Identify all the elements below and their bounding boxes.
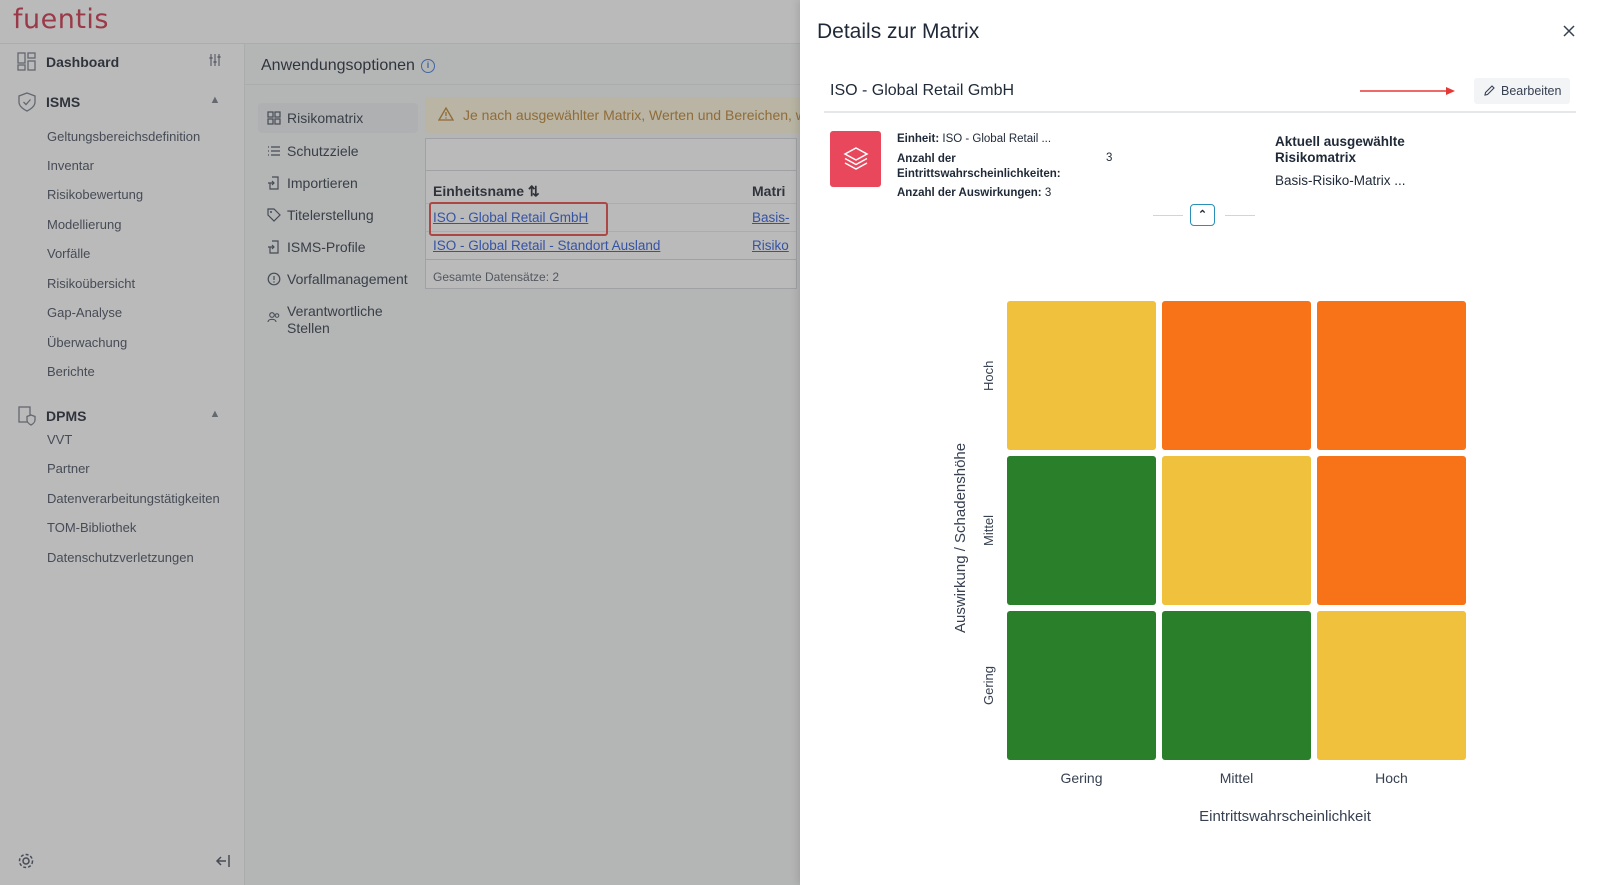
- annotation-arrow: [1358, 84, 1458, 98]
- heatmap-cell: [1317, 301, 1466, 450]
- heatmap-cell: [1317, 456, 1466, 605]
- divider: [824, 111, 1576, 113]
- info-anzahl-eintritt-label: Anzahl der Eintrittswahrscheinlichkeiten…: [897, 152, 1077, 182]
- unit-avatar: [830, 131, 881, 187]
- divider: [1153, 215, 1183, 216]
- y-tick-label: Hoch: [981, 360, 996, 390]
- collapse-button[interactable]: ⌃: [1190, 204, 1215, 226]
- info-anzahl-auswirkungen: Anzahl der Auswirkungen: 3: [897, 186, 1117, 201]
- info-value: ISO - Global Retail ...: [942, 133, 1051, 145]
- chevron-up-icon: ⌃: [1198, 209, 1207, 221]
- drawer-title: Details zur Matrix: [817, 20, 979, 44]
- x-tick-label: Mittel: [1162, 770, 1311, 786]
- close-icon[interactable]: [1560, 22, 1578, 40]
- x-axis-title: Eintrittswahrscheinlichkeit: [1135, 808, 1435, 825]
- heatmap-cell: [1162, 301, 1311, 450]
- edit-button-label: Bearbeiten: [1501, 84, 1561, 98]
- heatmap-cell: [1007, 456, 1156, 605]
- x-tick-label: Gering: [1007, 770, 1156, 786]
- current-matrix-label: Aktuell ausgewählte Risikomatrix: [1275, 134, 1435, 166]
- unit-name: ISO - Global Retail GmbH: [830, 82, 1014, 100]
- info-anzahl-eintritt-value: 3: [1106, 152, 1112, 164]
- current-matrix-value: Basis-Risiko-Matrix ...: [1275, 173, 1406, 188]
- edit-button[interactable]: Bearbeiten: [1474, 78, 1570, 104]
- pencil-icon: [1483, 84, 1496, 97]
- layers-icon: [843, 146, 869, 172]
- y-tick-label: Gering: [981, 666, 996, 705]
- heatmap-cell: [1162, 456, 1311, 605]
- modal-overlay[interactable]: [0, 0, 800, 885]
- info-einheit: Einheit: ISO - Global Retail ...: [897, 132, 1077, 147]
- info-label: Anzahl der Auswirkungen:: [897, 187, 1042, 199]
- heatmap-cell: [1317, 611, 1466, 760]
- x-tick-label: Hoch: [1317, 770, 1466, 786]
- info-label: Einheit:: [897, 133, 939, 145]
- y-tick-label: Mittel: [981, 515, 996, 546]
- heatmap-cell: [1162, 611, 1311, 760]
- details-drawer: Details zur Matrix ISO - Global Retail G…: [800, 0, 1600, 885]
- divider: [1225, 215, 1255, 216]
- y-axis-title: Auswirkung / Schadenshöhe: [952, 443, 969, 633]
- heatmap-cell: [1007, 301, 1156, 450]
- heatmap-cell: [1007, 611, 1156, 760]
- info-value: 3: [1045, 187, 1051, 199]
